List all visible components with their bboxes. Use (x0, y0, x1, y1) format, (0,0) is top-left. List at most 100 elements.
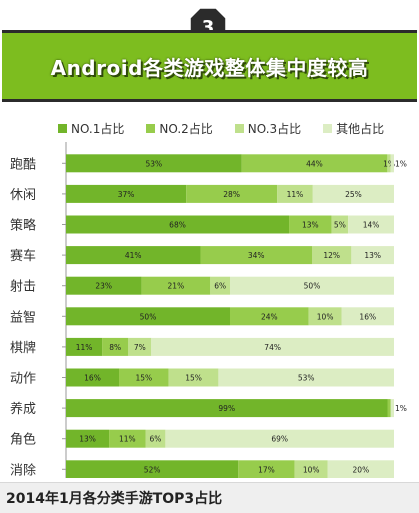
data-label: 21% (168, 282, 185, 291)
title-banner: Android各类游戏整体集中度较高 (2, 30, 417, 102)
data-label: 24% (261, 312, 278, 321)
data-label: 69% (271, 435, 288, 444)
data-label: 16% (84, 374, 101, 383)
data-label: 74% (264, 343, 281, 352)
bar-segment (390, 154, 394, 173)
data-label: 11% (119, 435, 136, 444)
data-label: 52% (144, 465, 161, 474)
bar-segment (165, 429, 394, 448)
legend-swatch (146, 124, 156, 133)
bar-segment (241, 154, 388, 173)
bar-segment (294, 460, 328, 478)
bar-segment (277, 184, 313, 203)
category-label: 策略 (10, 218, 36, 234)
data-label: 16% (359, 312, 376, 321)
data-label: 1% (395, 404, 407, 413)
data-label: 44% (306, 159, 323, 168)
data-label: 13% (364, 251, 381, 260)
data-label: 20% (353, 465, 370, 474)
bar-segment (66, 337, 103, 356)
bar-segment (348, 215, 394, 234)
bar-segment (66, 307, 230, 326)
bar-segment (66, 460, 239, 478)
bar-segment (327, 460, 394, 478)
bar-segment (289, 215, 332, 234)
bar-segment (66, 276, 142, 295)
bar-segment (230, 307, 309, 326)
data-label: 10% (317, 312, 334, 321)
legend-swatch (323, 124, 333, 133)
data-label: 13% (302, 221, 319, 230)
bar-segment (109, 429, 146, 448)
data-label: 6% (150, 435, 162, 444)
data-label: 13% (79, 435, 96, 444)
category-label: 跑酷 (10, 157, 36, 172)
bar-segment (119, 368, 169, 387)
bar-segment (387, 399, 391, 418)
bar-segment (66, 368, 120, 387)
data-label: 53% (145, 159, 162, 168)
bar-segment (331, 215, 349, 234)
bar-segment (238, 460, 295, 478)
caption-bar: 2014年1月各分类手游TOP3占比 (0, 482, 419, 513)
data-label: 12% (323, 251, 340, 260)
data-label: 1% (383, 159, 395, 168)
category-label: 休闲 (10, 188, 36, 203)
bar-segment (186, 184, 278, 203)
bar-segment (351, 246, 394, 265)
data-label: 68% (169, 221, 186, 230)
bar-segment (312, 184, 394, 203)
data-label: 8% (109, 343, 121, 352)
data-label: 11% (76, 343, 93, 352)
legend-item: NO.1占比 (58, 120, 124, 137)
legend-label: NO.2占比 (159, 122, 213, 136)
bar-segment (200, 246, 312, 265)
legend-swatch (58, 124, 67, 133)
bar-segment (102, 337, 129, 356)
bar-segment (66, 399, 388, 418)
bar-segment (145, 429, 166, 448)
bar-segment (308, 307, 342, 326)
category-label: 射击 (10, 279, 36, 295)
bar-segment (210, 276, 230, 295)
chart-caption: 2014年1月各分类手游TOP3占比 (6, 491, 223, 507)
data-label: 37% (118, 190, 135, 199)
legend-item: 其他占比 (323, 120, 384, 137)
bar-segment (141, 276, 211, 295)
legend-item: NO.2占比 (146, 120, 213, 137)
data-label: 7% (134, 343, 146, 352)
stacked-bar-chart: 跑酷 53% 44% 1% 1%休闲 37% 28% 11% 25%策略 68% 13% 5% 14%赛… (10, 142, 407, 478)
data-label: 23% (95, 282, 112, 291)
data-label: 34% (248, 251, 265, 260)
data-label: 53% (298, 374, 315, 383)
legend-item: NO.3占比 (234, 120, 302, 137)
data-label: 6% (214, 282, 226, 291)
bar-segment (312, 246, 352, 265)
bar-segment (66, 429, 110, 448)
chart-legend: NO.1占比 NO.2占比 NO.3占比 其他占比 (58, 120, 384, 137)
data-label: 99% (218, 404, 235, 413)
data-label: 14% (363, 221, 380, 230)
bar-segment (66, 184, 187, 203)
category-label: 养成 (10, 401, 36, 417)
bar-segment (66, 215, 290, 234)
bar-segment (66, 154, 242, 173)
data-label: 28% (223, 190, 240, 199)
data-label: 15% (136, 374, 153, 383)
data-label: 10% (303, 465, 320, 474)
category-label: 益智 (10, 310, 36, 325)
data-label: 41% (125, 251, 142, 260)
category-label: 动作 (10, 372, 36, 387)
legend-label: NO.1占比 (71, 122, 125, 136)
category-label: 赛车 (10, 248, 36, 264)
bar-segment (128, 337, 152, 356)
bar-segment (168, 368, 219, 387)
category-label: 角色 (10, 432, 36, 448)
bar-segment (218, 368, 394, 387)
category-label: 消除 (10, 463, 36, 478)
legend-swatch (234, 124, 244, 133)
data-label: 25% (345, 190, 362, 199)
chart-title: Android各类游戏整体集中度较高 (50, 55, 369, 80)
legend-label: NO.3占比 (247, 122, 302, 136)
data-label: 15% (185, 374, 202, 383)
